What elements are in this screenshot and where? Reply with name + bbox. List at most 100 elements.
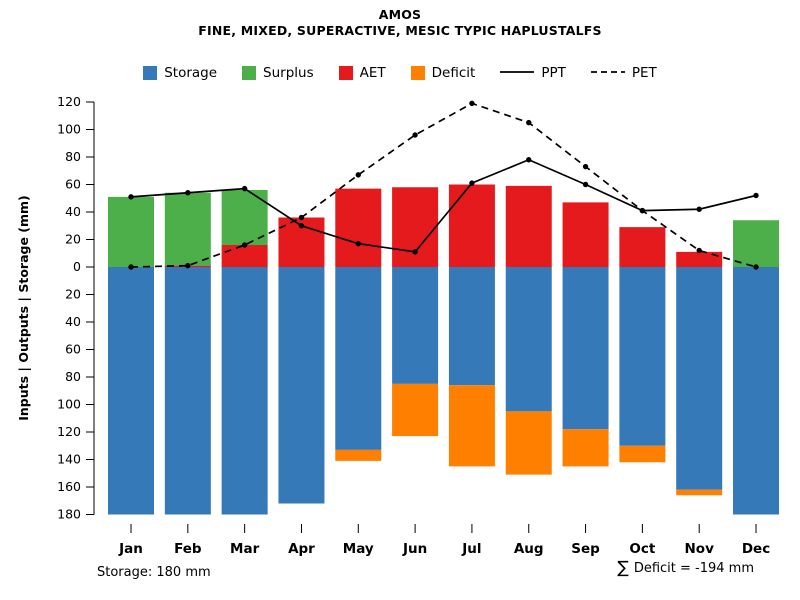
bar-aet-jun	[392, 187, 439, 267]
legend-label-deficit: Deficit	[431, 65, 476, 81]
bar-deficit-aug	[505, 411, 552, 475]
bar-deficit-jun	[392, 383, 439, 437]
legend-item-storage: Storage	[143, 65, 217, 81]
bar-deficit-nov	[676, 489, 723, 496]
surplus-swatch-icon	[242, 66, 257, 80]
y-tick-label: 100	[57, 397, 81, 412]
pet-point-may	[355, 172, 361, 178]
y-tick-label: 60	[65, 342, 81, 357]
x-tick-label-jun: Jun	[402, 541, 427, 557]
bar-aet-jul	[448, 184, 495, 267]
pet-point-dec	[753, 264, 759, 270]
x-tick-label-nov: Nov	[685, 541, 715, 557]
x-tick-label-dec: Dec	[742, 541, 770, 557]
pet-point-jun	[412, 132, 418, 138]
pet-point-apr	[298, 214, 305, 221]
x-tick-label-sep: Sep	[571, 541, 600, 557]
y-tick-label: 60	[65, 177, 81, 192]
bar-storage-sep	[562, 267, 609, 430]
x-tick-label-may: May	[343, 541, 374, 557]
bar-storage-jul	[448, 267, 495, 386]
ppt-point-nov	[696, 206, 702, 212]
bar-deficit-jul	[448, 385, 495, 467]
bar-surplus-feb	[164, 192, 211, 266]
y-tick-label: 160	[57, 479, 81, 494]
bar-storage-feb	[164, 267, 211, 515]
y-tick-label: 140	[57, 452, 81, 467]
y-tick-label: 0	[73, 259, 81, 274]
ppt-point-dec	[753, 192, 759, 199]
y-axis-title: Inputs | Outputs | Storage (mm)	[16, 195, 31, 421]
y-tick-label: 20	[65, 232, 81, 247]
ppt-point-aug	[526, 157, 532, 163]
bar-aet-mar	[221, 245, 268, 267]
bar-storage-may	[335, 267, 382, 450]
ppt-point-apr	[298, 223, 305, 229]
x-tick-label-mar: Mar	[230, 541, 260, 557]
chart-subtitle: FINE, MIXED, SUPERACTIVE, MESIC TYPIC HA…	[198, 23, 602, 38]
pet-line	[130, 102, 757, 268]
y-tick-label: 40	[65, 314, 81, 329]
bar-surplus-dec	[733, 220, 780, 267]
ppt-point-jun	[412, 249, 418, 255]
ppt-point-jul	[469, 180, 475, 186]
ppt-point-mar	[241, 185, 248, 192]
aet-swatch-icon	[338, 66, 353, 80]
y-tick-label: 120	[57, 94, 81, 109]
bar-storage-jun	[392, 267, 439, 384]
y-tick-label: 100	[57, 122, 81, 137]
y-tick-label: 40	[65, 204, 81, 219]
legend-label-aet: AET	[359, 65, 386, 81]
bar-deficit-may	[335, 449, 382, 461]
bar-aet-sep	[562, 202, 609, 267]
ppt-point-sep	[582, 181, 589, 188]
y-tick-label: 80	[65, 369, 81, 384]
pet-point-feb	[185, 262, 191, 269]
ppt-point-jan	[128, 194, 134, 200]
pet-point-sep	[582, 163, 589, 170]
pet-point-jul	[469, 100, 475, 107]
pet-point-oct	[639, 207, 646, 214]
pet-point-aug	[526, 119, 532, 126]
y-tick-label: 120	[57, 424, 81, 439]
deficit-note: ∑ Deficit = -194 mm	[617, 560, 754, 577]
y-tick-label: 80	[65, 149, 81, 164]
deficit-note-text: Deficit = -194 mm	[633, 561, 754, 576]
y-tick-label: 20	[65, 287, 81, 302]
solid-line-icon	[500, 65, 535, 81]
x-tick-label-apr: Apr	[288, 541, 315, 557]
bar-storage-aug	[505, 267, 552, 412]
legend-item-pet: PET	[590, 65, 657, 81]
storage-swatch-icon	[143, 66, 158, 80]
bar-storage-nov	[676, 267, 723, 490]
bar-storage-oct	[619, 267, 666, 446]
pet-point-mar	[241, 242, 248, 248]
storage-note: Storage: 180 mm	[97, 565, 211, 580]
legend-label-surplus: Surplus	[263, 65, 314, 81]
x-tick-label-jul: Jul	[461, 541, 481, 557]
bar-storage-jan	[108, 267, 154, 515]
sum-symbol: ∑	[617, 558, 629, 578]
x-tick-label-jan: Jan	[118, 541, 143, 557]
legend-label-ppt: PPT	[541, 65, 566, 81]
bar-surplus-jan	[108, 196, 154, 267]
bar-deficit-oct	[619, 445, 666, 463]
ppt-point-may	[355, 240, 361, 247]
bar-aet-aug	[505, 185, 552, 267]
bar-storage-mar	[221, 267, 268, 515]
legend-label-pet: PET	[631, 65, 657, 81]
bar-aet-nov	[676, 251, 723, 267]
legend-label-storage: Storage	[164, 65, 218, 81]
legend: Storage Surplus AET Deficit PPT PET	[0, 65, 800, 81]
legend-item-deficit: Deficit	[410, 65, 476, 81]
ppt-point-feb	[185, 190, 191, 196]
chart-title: AMOS	[378, 7, 422, 22]
bar-deficit-sep	[562, 429, 609, 467]
legend-item-surplus: Surplus	[242, 65, 314, 81]
bar-storage-apr	[278, 267, 325, 504]
bar-aet-may	[335, 188, 382, 267]
bar-aet-oct	[619, 227, 666, 267]
pet-point-jan	[128, 264, 134, 270]
